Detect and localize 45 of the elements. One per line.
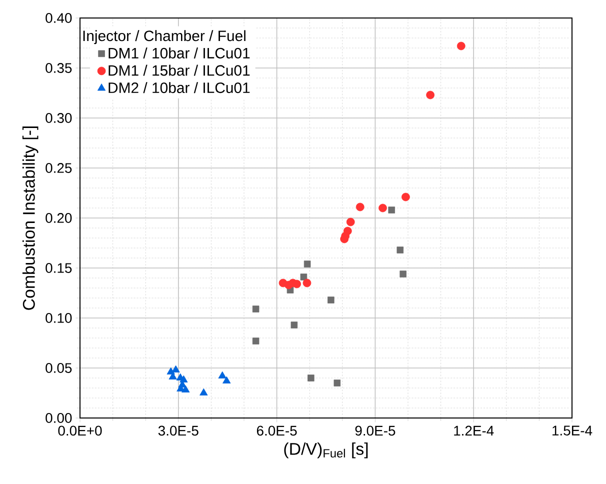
point [290,322,298,328]
point [252,338,260,344]
point [252,306,260,312]
y-tick-label: 0.40 [46,13,72,23]
x-tick-label: 3.0E-5 [158,426,198,436]
point [426,90,434,100]
point [396,246,404,254]
point [456,42,466,50]
point [334,380,341,386]
x-tick-label: 9.0E-5 [355,426,396,436]
point [172,365,180,372]
point [343,226,352,236]
y-tick-label: 0.30 [46,113,72,123]
point [304,260,311,268]
y-tick-label: 0.20 [46,213,72,223]
x-tick-label: 0.0E+0 [58,426,102,436]
point [218,371,226,378]
x-tick-label: 6.0E-5 [256,426,297,436]
point [346,218,355,226]
y-tick-label: 0.10 [46,313,72,323]
y-tick-label: 0.25 [46,163,72,173]
y-tick-label: 0.35 [46,63,72,73]
x-axis-title: (D/V)$_{Fuel}$ [s] [284,442,368,458]
point [356,202,364,212]
point [222,376,231,384]
point [200,388,208,396]
point [328,296,334,304]
point [378,204,387,212]
y-tick-label: 0.15 [46,263,72,273]
x-tick-label: 1.2E-4 [454,426,494,436]
point [388,206,395,214]
point [402,192,410,202]
y-axis-title: Combustion Instability [-] [22,126,38,310]
point [308,374,314,382]
point [292,280,301,288]
point [300,274,308,280]
legend-title: Injector / Chamber / Fuel [83,30,246,44]
legend-label: DM2 / 10bar / ILCu01 [108,82,250,94]
x-tick-label: 1.5E-4 [552,426,592,436]
legend-label: DM1 / 15bar / ILCu01 [108,64,250,76]
y-tick-label: 0.05 [46,363,72,373]
y-tick-label: 0.00 [46,413,72,423]
point [400,270,406,278]
legend-label: DM1 / 10bar / ILCu01 [108,47,250,58]
point [302,278,312,288]
